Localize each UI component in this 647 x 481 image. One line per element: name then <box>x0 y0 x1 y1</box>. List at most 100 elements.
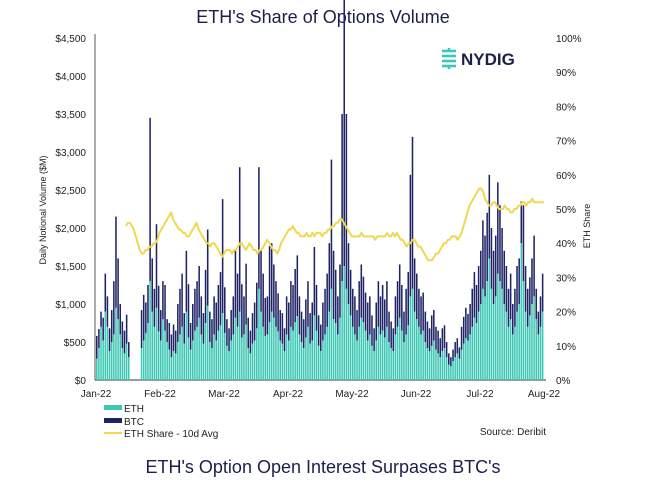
bar-eth <box>192 340 194 380</box>
bar-btc <box>309 313 311 344</box>
bar-eth <box>405 334 407 380</box>
bar-eth <box>465 338 467 380</box>
bar-eth <box>174 353 177 380</box>
bar-eth <box>262 326 264 380</box>
bar-eth <box>106 326 109 380</box>
bar-btc <box>448 353 450 365</box>
bar-btc <box>486 212 488 282</box>
bar-btc <box>320 324 322 352</box>
bar-eth <box>155 307 158 380</box>
share-line-group <box>125 187 544 262</box>
bar-btc <box>458 347 461 359</box>
bar-btc <box>311 302 314 341</box>
bar-btc <box>505 266 508 312</box>
bar-btc <box>228 328 230 352</box>
bar-eth <box>345 288 348 380</box>
bar-eth <box>149 281 151 380</box>
bar-btc <box>497 182 499 274</box>
bar-btc <box>268 246 271 323</box>
x-tick-label: Jun-22 <box>401 389 432 400</box>
bar-btc <box>153 288 156 327</box>
bar-eth <box>115 307 117 380</box>
bar-btc <box>232 296 235 335</box>
bar-btc <box>183 313 186 344</box>
bar-btc <box>426 321 429 349</box>
bar-eth <box>533 296 535 380</box>
bar-eth <box>123 353 126 380</box>
bar-eth <box>157 331 160 380</box>
bar-eth <box>181 326 183 380</box>
bar-btc <box>162 281 164 320</box>
bar-eth <box>439 357 442 380</box>
bar-eth <box>416 319 418 380</box>
legend-label-share: ETH Share - 10d Avg <box>124 429 218 440</box>
bar-btc <box>484 235 486 297</box>
y-tick-label: $4,500 <box>55 34 86 45</box>
bottom-subtitle: ETH's Option Open Interest Surpases BTC'… <box>145 457 500 477</box>
bar-eth <box>198 317 200 380</box>
bar-btc <box>209 311 211 342</box>
bar-eth <box>104 311 107 380</box>
bar-btc <box>155 224 158 308</box>
y2-tick-label: 30% <box>556 273 576 284</box>
bar-eth <box>209 342 211 380</box>
bar-eth <box>153 326 156 380</box>
bar-eth <box>337 334 339 380</box>
bar-eth <box>215 340 218 380</box>
y-tick-label: $3,500 <box>55 110 86 121</box>
bar-eth <box>375 340 378 380</box>
bar-btc <box>524 266 527 312</box>
bar-eth <box>279 340 282 380</box>
bar-btc <box>467 313 469 341</box>
bar-eth <box>477 311 480 380</box>
bar-eth <box>443 348 446 380</box>
y-tick-label: $1,000 <box>55 300 86 311</box>
bar-btc <box>347 243 350 304</box>
bar-btc <box>307 281 309 327</box>
bar-eth <box>541 311 544 380</box>
bar-btc <box>469 304 471 335</box>
source-note: Source: Deribit <box>480 427 546 438</box>
bar-eth <box>486 281 488 380</box>
bar-eth <box>294 322 296 380</box>
bar-eth <box>539 326 542 380</box>
y2-tick-label: 0% <box>556 376 571 387</box>
bar-eth <box>430 345 433 380</box>
bar-btc <box>452 349 454 361</box>
bar-eth <box>454 357 456 380</box>
bar-btc <box>416 273 418 320</box>
bar-eth <box>401 330 403 380</box>
bar-btc <box>352 288 354 327</box>
bar-eth <box>330 288 333 380</box>
bar-eth <box>522 281 525 380</box>
bar-btc <box>128 342 130 358</box>
bar-btc <box>206 229 209 306</box>
bar-btc <box>413 258 416 312</box>
bar-btc <box>277 293 279 332</box>
bar-eth <box>317 345 320 380</box>
bar-btc <box>522 205 525 282</box>
y2-tick-label: 80% <box>556 102 576 113</box>
bar-eth <box>484 296 486 380</box>
bar-btc <box>514 288 516 327</box>
bar-eth <box>258 288 260 380</box>
bar-eth <box>98 348 100 380</box>
bar-eth <box>277 331 279 380</box>
bar-eth <box>247 348 250 380</box>
bar-eth <box>119 334 122 380</box>
bar-eth <box>394 334 397 380</box>
bar-eth <box>364 330 367 380</box>
bar-btc <box>236 273 239 327</box>
bar-btc <box>279 310 282 341</box>
bar-btc <box>541 273 544 312</box>
bar-btc <box>343 0 346 267</box>
bar-btc <box>170 334 173 358</box>
bar-btc <box>396 281 399 327</box>
bar-eth <box>298 334 301 380</box>
bar-btc <box>441 328 444 352</box>
bar-eth <box>407 325 410 380</box>
bar-btc <box>456 338 459 354</box>
bar-eth <box>339 317 341 380</box>
bar-eth <box>206 305 209 380</box>
